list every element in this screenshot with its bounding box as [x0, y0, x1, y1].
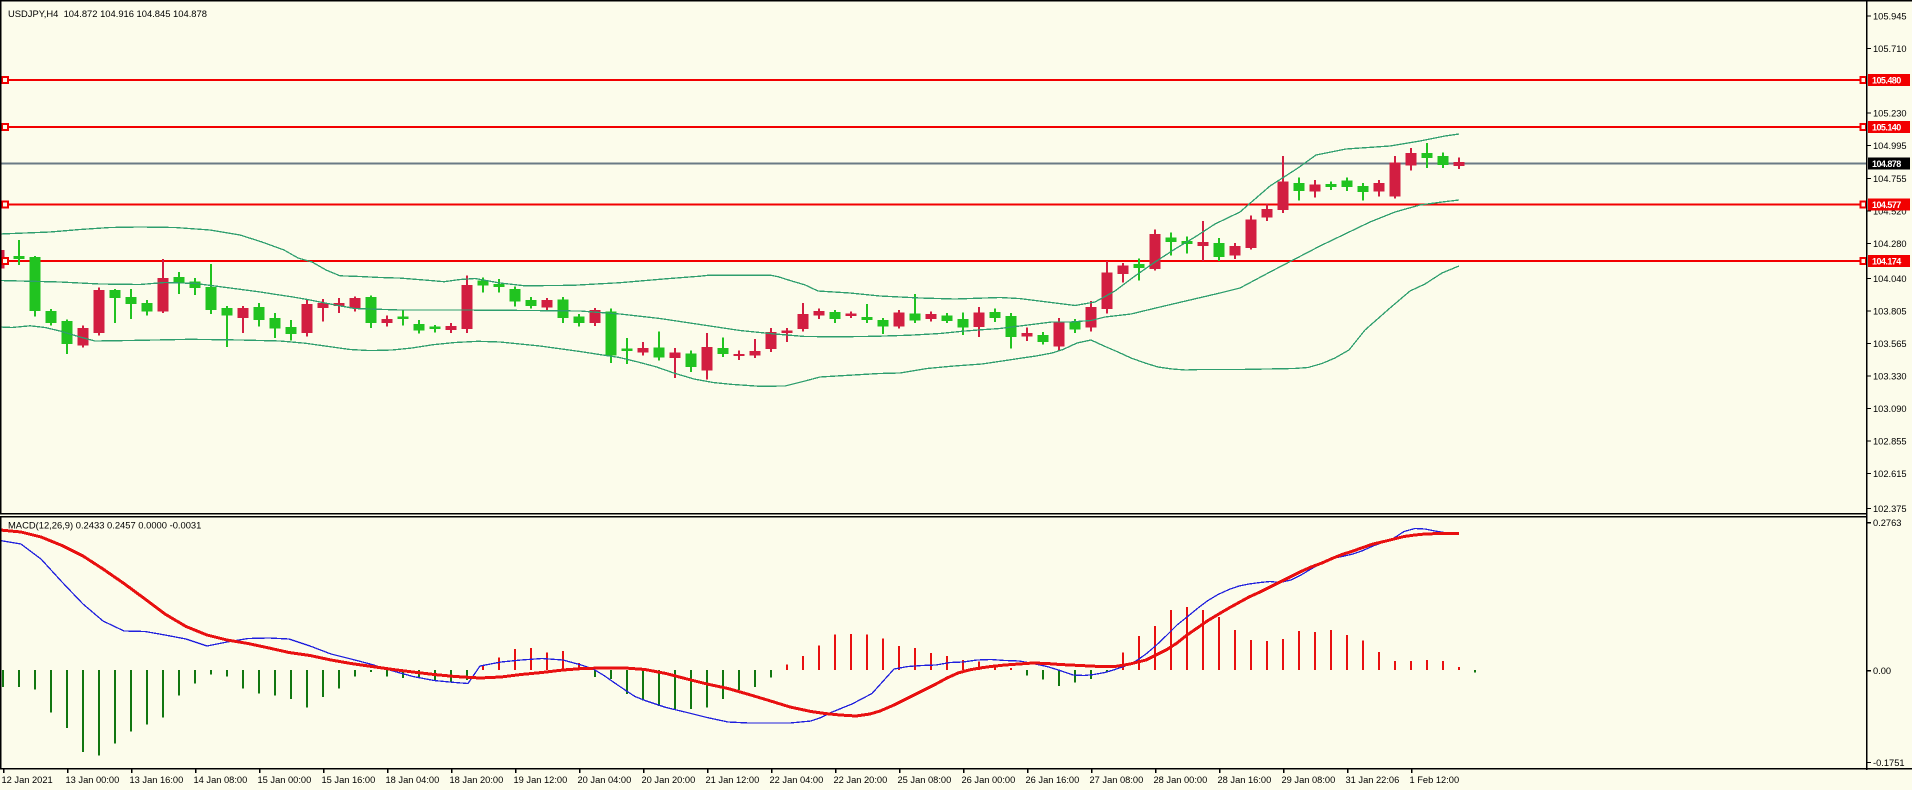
- svg-text:MACD(12,26,9) 0.2433 0.2457 0.: MACD(12,26,9) 0.2433 0.2457 0.0000 -0.00…: [8, 520, 201, 531]
- svg-text:28 Jan 16:00: 28 Jan 16:00: [1218, 775, 1272, 785]
- svg-text:26 Jan 16:00: 26 Jan 16:00: [1026, 775, 1080, 785]
- svg-text:29 Jan 08:00: 29 Jan 08:00: [1282, 775, 1336, 785]
- svg-text:12 Jan 2021: 12 Jan 2021: [2, 775, 53, 785]
- svg-text:15 Jan 16:00: 15 Jan 16:00: [322, 775, 376, 785]
- svg-text:19 Jan 12:00: 19 Jan 12:00: [514, 775, 568, 785]
- svg-text:27 Jan 08:00: 27 Jan 08:00: [1090, 775, 1144, 785]
- svg-text:-0.1751: -0.1751: [1873, 758, 1905, 768]
- svg-text:26 Jan 00:00: 26 Jan 00:00: [962, 775, 1016, 785]
- svg-text:102.855: 102.855: [1873, 436, 1907, 446]
- svg-text:102.615: 102.615: [1873, 469, 1907, 479]
- svg-text:103.565: 103.565: [1873, 339, 1907, 349]
- svg-text:13 Jan 16:00: 13 Jan 16:00: [130, 775, 184, 785]
- svg-text:105.140: 105.140: [1872, 122, 1901, 132]
- svg-text:25 Jan 08:00: 25 Jan 08:00: [898, 775, 952, 785]
- svg-text:104.174: 104.174: [1872, 256, 1901, 266]
- svg-text:105.480: 105.480: [1872, 75, 1901, 85]
- svg-text:104.520: 104.520: [1873, 206, 1907, 216]
- svg-text:105.945: 105.945: [1873, 11, 1907, 21]
- svg-text:18 Jan 04:00: 18 Jan 04:00: [386, 775, 440, 785]
- svg-text:22 Jan 20:00: 22 Jan 20:00: [834, 775, 888, 785]
- svg-text:15 Jan 00:00: 15 Jan 00:00: [258, 775, 312, 785]
- svg-text:1 Feb 12:00: 1 Feb 12:00: [1410, 775, 1460, 785]
- svg-text:104.040: 104.040: [1873, 274, 1907, 284]
- svg-text:104.755: 104.755: [1873, 174, 1907, 184]
- svg-text:104.995: 104.995: [1873, 141, 1907, 151]
- svg-text:103.805: 103.805: [1873, 306, 1907, 316]
- svg-text:18 Jan 20:00: 18 Jan 20:00: [450, 775, 504, 785]
- svg-text:14 Jan 08:00: 14 Jan 08:00: [194, 775, 248, 785]
- svg-text:0.2763: 0.2763: [1873, 518, 1901, 528]
- svg-text:31 Jan 22:06: 31 Jan 22:06: [1346, 775, 1400, 785]
- svg-text:105.230: 105.230: [1873, 108, 1907, 118]
- svg-text:103.090: 103.090: [1873, 404, 1907, 414]
- svg-text:28 Jan 00:00: 28 Jan 00:00: [1154, 775, 1208, 785]
- svg-text:0.00: 0.00: [1873, 666, 1891, 676]
- svg-text:13 Jan 00:00: 13 Jan 00:00: [66, 775, 120, 785]
- svg-text:20 Jan 04:00: 20 Jan 04:00: [578, 775, 632, 785]
- svg-text:20 Jan 20:00: 20 Jan 20:00: [642, 775, 696, 785]
- svg-text:104.878: 104.878: [1872, 159, 1901, 169]
- svg-text:104.280: 104.280: [1873, 239, 1907, 249]
- svg-text:22 Jan 04:00: 22 Jan 04:00: [770, 775, 824, 785]
- svg-text:USDJPY,H4 104.872 104.916 104: USDJPY,H4 104.872 104.916 104.845 104.87…: [8, 8, 207, 19]
- svg-text:102.375: 102.375: [1873, 504, 1907, 514]
- svg-text:21 Jan 12:00: 21 Jan 12:00: [706, 775, 760, 785]
- svg-text:103.330: 103.330: [1873, 371, 1907, 381]
- svg-text:104.577: 104.577: [1872, 200, 1901, 210]
- svg-text:105.710: 105.710: [1873, 44, 1907, 54]
